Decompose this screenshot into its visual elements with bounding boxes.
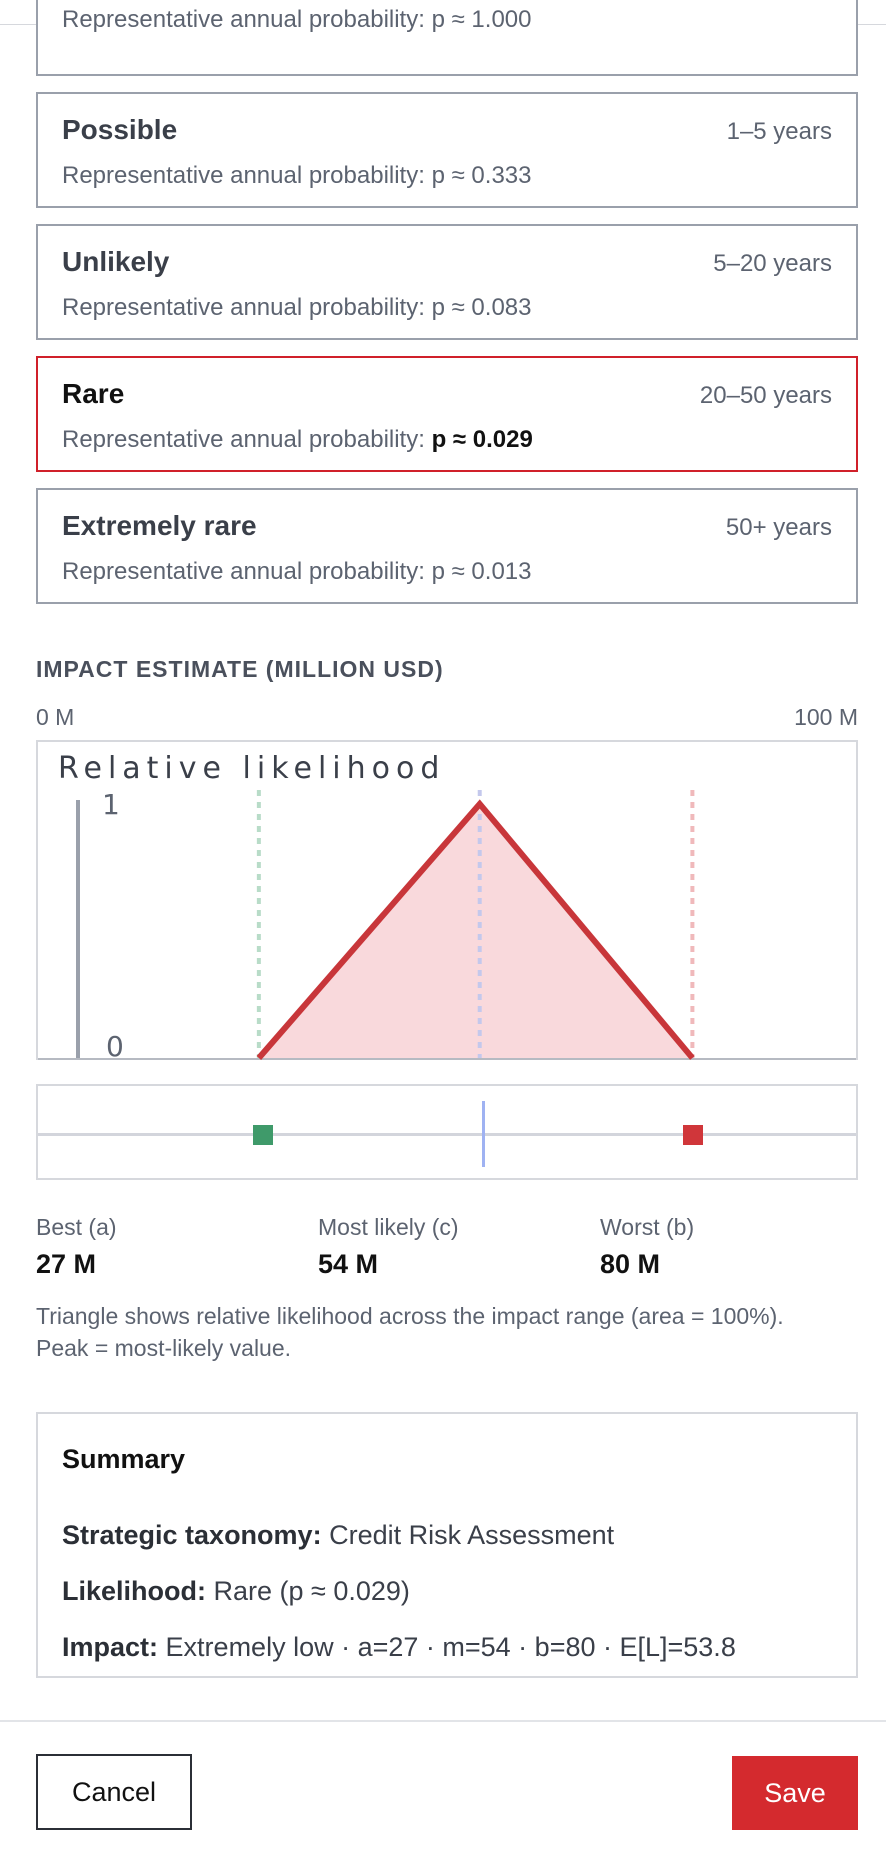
summary-likelihood: Likelihood: Rare (p ≈ 0.029) xyxy=(62,1576,410,1606)
option-range: 50+ years xyxy=(725,514,832,541)
summary-impact: Impact: Extremely low · a=27 · m=54 · b=… xyxy=(62,1632,736,1662)
most-likely-stat: Most likely (c) 54 M xyxy=(318,1214,459,1280)
worst-case-value: 80 M xyxy=(600,1249,661,1279)
worst-case-handle[interactable] xyxy=(683,1125,703,1145)
summary-title: Summary xyxy=(62,1444,186,1474)
likelihood-option-extremely-rare[interactable]: Extremely rare 50+ years Representative … xyxy=(36,488,858,604)
slider-track[interactable] xyxy=(38,1133,856,1136)
most-likely-handle[interactable] xyxy=(482,1101,485,1167)
best-case-value: 27 M xyxy=(36,1249,97,1279)
impact-section-label: IMPACT ESTIMATE (MILLION USD) xyxy=(36,656,444,682)
option-title: Extremely rare xyxy=(62,510,257,541)
likelihood-option-possible[interactable]: Possible 1–5 years Representative annual… xyxy=(36,92,858,208)
worst-case-stat: Worst (b) 80 M xyxy=(600,1214,694,1280)
option-title: Rare xyxy=(62,378,125,409)
impact-range-slider[interactable] xyxy=(36,1084,858,1180)
best-case-label: Best (a) xyxy=(36,1214,117,1240)
likelihood-line xyxy=(256,799,695,1060)
option-title: Unlikely xyxy=(62,246,170,277)
summary-panel: Summary Strategic taxonomy: Credit Risk … xyxy=(36,1412,858,1678)
y-tick-label: 0 xyxy=(106,1030,124,1062)
probability-text: Representative annual probability: p ≈ 1… xyxy=(62,6,532,33)
option-range: 5–20 years xyxy=(713,250,832,277)
summary-taxonomy: Strategic taxonomy: Credit Risk Assessme… xyxy=(62,1520,615,1550)
save-button[interactable]: Save xyxy=(732,1756,858,1830)
worst-case-label: Worst (b) xyxy=(600,1214,695,1240)
probability-text: Representative annual probability: p ≈ 0… xyxy=(62,426,533,453)
likelihood-option-almost-certain[interactable]: Representative annual probability: p ≈ 1… xyxy=(36,0,858,76)
probability-text: Representative annual probability: p ≈ 0… xyxy=(62,162,532,189)
option-range: 20–50 years xyxy=(699,382,832,409)
y-tick-label: 1 xyxy=(102,788,120,821)
footer-divider xyxy=(0,1720,886,1722)
probability-text: Representative annual probability: p ≈ 0… xyxy=(62,558,532,585)
chart-note: Triangle shows relative likelihood acros… xyxy=(36,1303,784,1361)
likelihood-option-rare[interactable]: Rare 20–50 years Representative annual p… xyxy=(36,356,858,472)
option-range: 1–5 years xyxy=(726,118,832,145)
best-case-handle[interactable] xyxy=(253,1125,273,1145)
option-title: Possible xyxy=(62,114,178,145)
most-likely-value: 54 M xyxy=(318,1249,379,1279)
likelihood-area xyxy=(258,804,693,1058)
most-likely-label: Most likely (c) xyxy=(318,1214,459,1240)
axis-max-label: 100 M xyxy=(794,704,858,730)
best-case-stat: Best (a) 27 M xyxy=(36,1214,117,1280)
cancel-button[interactable]: Cancel xyxy=(36,1754,192,1830)
chart-title: Relative likelihood xyxy=(58,751,445,786)
probability-text: Representative annual probability: p ≈ 0… xyxy=(62,294,532,321)
likelihood-chart: Relative likelihood 1 0 xyxy=(36,740,858,1062)
likelihood-option-unlikely[interactable]: Unlikely 5–20 years Representative annua… xyxy=(36,224,858,340)
axis-min-label: 0 M xyxy=(36,704,75,730)
